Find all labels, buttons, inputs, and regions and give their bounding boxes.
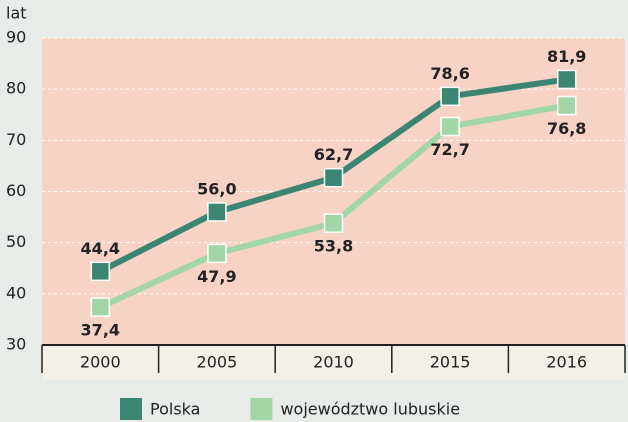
x-tick-label: 2010 [313, 353, 354, 372]
marker [441, 87, 459, 105]
x-tick-label: 2016 [546, 353, 587, 372]
x-tick-label: 2005 [197, 353, 238, 372]
marker [558, 97, 576, 115]
legend-swatch [250, 398, 272, 420]
value-label: 53,8 [314, 237, 353, 256]
legend-label: województwo lubuskie [280, 400, 460, 419]
legend-label: Polska [150, 400, 200, 419]
x-tick-label: 2015 [430, 353, 471, 372]
y-tick-label: 70 [6, 130, 26, 149]
y-tick-label: 50 [6, 232, 26, 251]
y-tick-label: 90 [6, 28, 26, 47]
value-label: 44,4 [81, 239, 120, 258]
marker [325, 169, 343, 187]
marker [325, 214, 343, 232]
marker [208, 244, 226, 262]
value-label: 76,8 [547, 119, 586, 138]
value-label: 37,4 [81, 321, 120, 340]
marker [91, 262, 109, 280]
y-tick-label: 30 [6, 335, 26, 354]
value-label: 81,9 [547, 47, 586, 66]
marker [208, 203, 226, 221]
value-label: 72,7 [430, 140, 469, 159]
chart: lat 30 40 50 60 70 80 90 2000 2005 2010 2015 2016 44… [0, 0, 628, 422]
legend-swatch [120, 398, 142, 420]
y-tick-label: 60 [6, 181, 26, 200]
value-label: 78,6 [430, 64, 469, 83]
marker [441, 118, 459, 136]
value-label: 56,0 [197, 179, 236, 198]
x-tick-label: 2000 [80, 353, 121, 372]
y-tick-label: 80 [6, 79, 26, 98]
y-tick-label: 40 [6, 283, 26, 302]
y-axis-label: lat [6, 4, 27, 23]
value-label: 62,7 [314, 145, 353, 164]
value-label: 47,9 [197, 267, 236, 286]
marker [558, 70, 576, 88]
marker [91, 298, 109, 316]
